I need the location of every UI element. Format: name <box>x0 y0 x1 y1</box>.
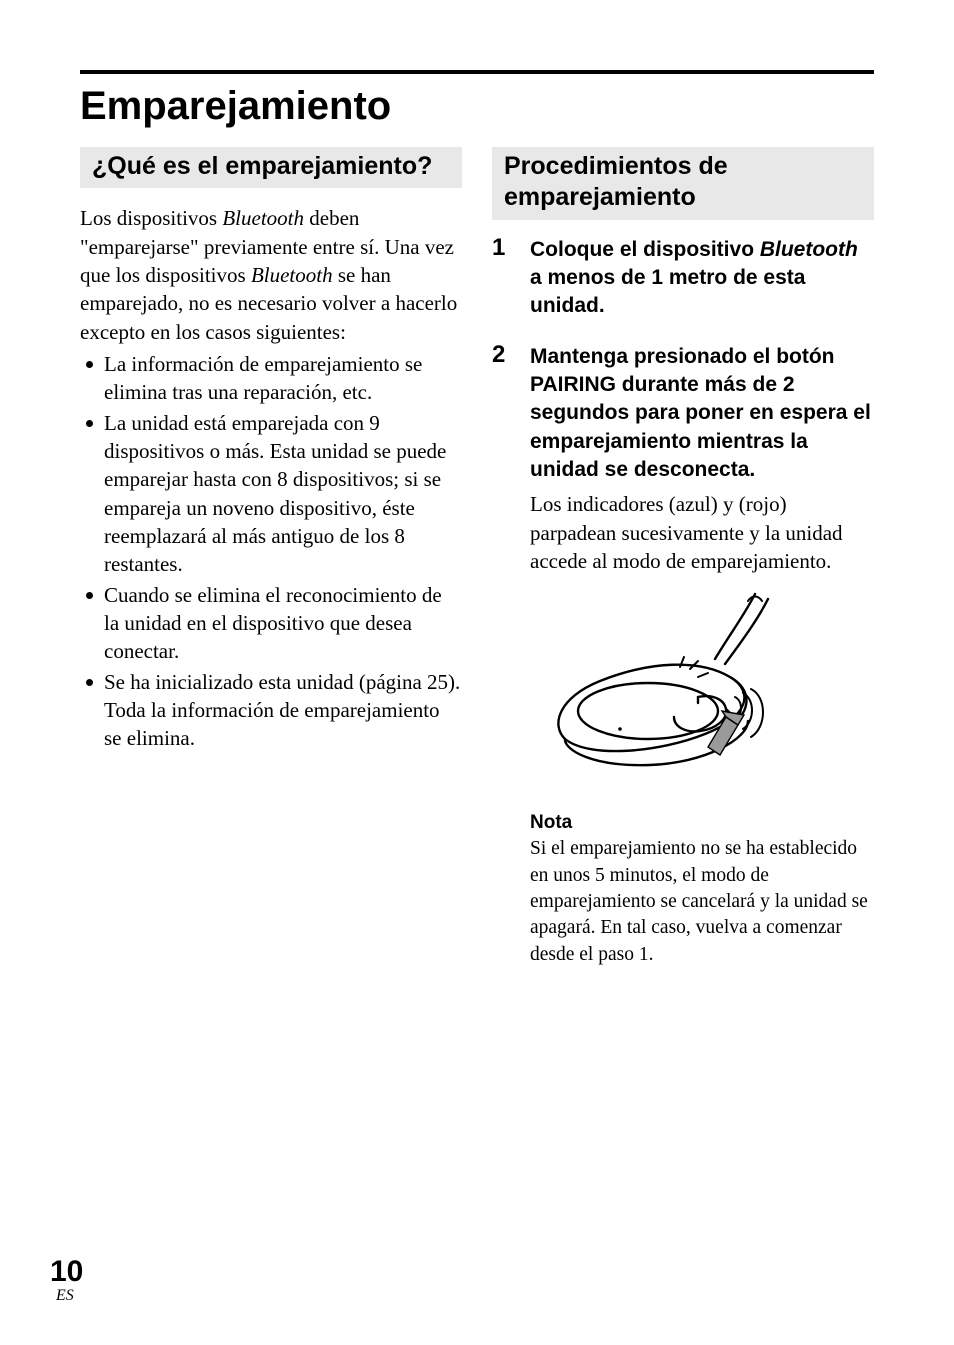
steps-list: Coloque el dispositivo Bluetooth a menos… <box>492 236 874 968</box>
bullet-item: La unidad está emparejada con 9 disposit… <box>80 409 462 579</box>
device-illustration <box>530 589 874 794</box>
top-rule <box>80 70 874 74</box>
step-2-body: Los indicadores (azul) y (rojo) parpadea… <box>530 490 874 575</box>
page-title: Emparejamiento <box>80 84 874 129</box>
step-1-text-post: a menos de 1 metro de esta unidad. <box>530 266 805 317</box>
intro-text-1: Los dispositivos <box>80 206 222 230</box>
bullet-item: Cuando se elimina el reconocimiento de l… <box>80 581 462 666</box>
step-2-text: Mantenga presionado el botón PAIRING dur… <box>530 345 871 481</box>
device-svg <box>530 589 780 789</box>
page-footer: 10 ES <box>50 1255 83 1305</box>
step-1-text-pre: Coloque el dispositivo <box>530 238 760 261</box>
left-column: ¿Qué es el emparejamiento? Los dispositi… <box>80 147 462 990</box>
two-column-layout: ¿Qué es el emparejamiento? Los dispositi… <box>80 147 874 990</box>
bullet-item: Se ha inicializado esta unidad (página 2… <box>80 668 462 753</box>
page-number: 10 <box>50 1255 83 1289</box>
bluetooth-word-2: Bluetooth <box>251 263 333 287</box>
bullet-item: La información de emparejamiento se elim… <box>80 350 462 407</box>
step-1: Coloque el dispositivo Bluetooth a menos… <box>492 236 874 321</box>
step-1-heading: Coloque el dispositivo Bluetooth a menos… <box>530 236 874 321</box>
bullet-list: La información de emparejamiento se elim… <box>80 350 462 753</box>
left-intro-paragraph: Los dispositivos Bluetooth deben "empare… <box>80 204 462 346</box>
bluetooth-word-3: Bluetooth <box>760 238 858 261</box>
note-label: Nota <box>530 812 874 834</box>
step-2-heading: Mantenga presionado el botón PAIRING dur… <box>530 343 874 485</box>
bluetooth-word-1: Bluetooth <box>222 206 304 230</box>
page-language: ES <box>56 1287 83 1305</box>
note-body: Si el emparejamiento no se ha establecid… <box>530 836 874 968</box>
step-2: Mantenga presionado el botón PAIRING dur… <box>492 343 874 968</box>
page: Emparejamiento ¿Qué es el emparejamiento… <box>0 0 954 1345</box>
left-subheading: ¿Qué es el emparejamiento? <box>80 147 462 188</box>
right-subheading: Procedimientos de emparejamiento <box>492 147 874 220</box>
right-column: Procedimientos de emparejamiento Coloque… <box>492 147 874 990</box>
